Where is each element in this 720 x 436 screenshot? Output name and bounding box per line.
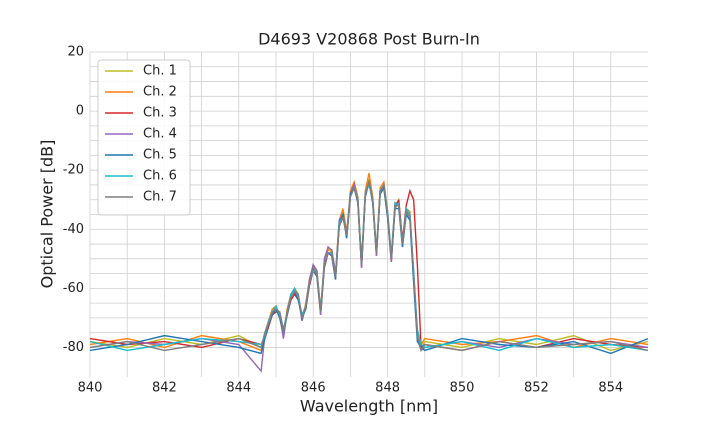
legend-label: Ch. 6: [143, 169, 177, 184]
series-line: [90, 179, 648, 353]
y-tick-label: -40: [63, 222, 84, 237]
y-tick-label: 0: [76, 104, 84, 119]
x-tick-label: 850: [450, 381, 475, 396]
x-tick-label: 842: [152, 381, 177, 396]
legend-label: Ch. 2: [143, 85, 177, 100]
y-tick-label: -80: [63, 340, 84, 355]
chart-title: D4693 V20868 Post Burn-In: [258, 30, 480, 49]
legend-label: Ch. 5: [143, 148, 177, 163]
x-tick-label: 848: [375, 381, 400, 396]
x-tick-label: 844: [226, 381, 251, 396]
x-axis-label: Wavelength [nm]: [300, 397, 438, 416]
x-tick-label: 840: [78, 381, 103, 396]
y-tick-label: -60: [63, 281, 84, 296]
legend-label: Ch. 4: [143, 127, 177, 142]
y-axis-label: Optical Power [dB]: [38, 140, 57, 289]
x-tick-label: 854: [598, 381, 623, 396]
x-tick-label: 846: [301, 381, 326, 396]
legend-label: Ch. 7: [143, 190, 177, 205]
y-tick-label: 20: [67, 45, 84, 60]
legend-label: Ch. 1: [143, 64, 177, 79]
x-tick-label: 852: [524, 381, 549, 396]
legend-label: Ch. 3: [143, 106, 177, 121]
y-tick-label: -20: [63, 163, 84, 178]
